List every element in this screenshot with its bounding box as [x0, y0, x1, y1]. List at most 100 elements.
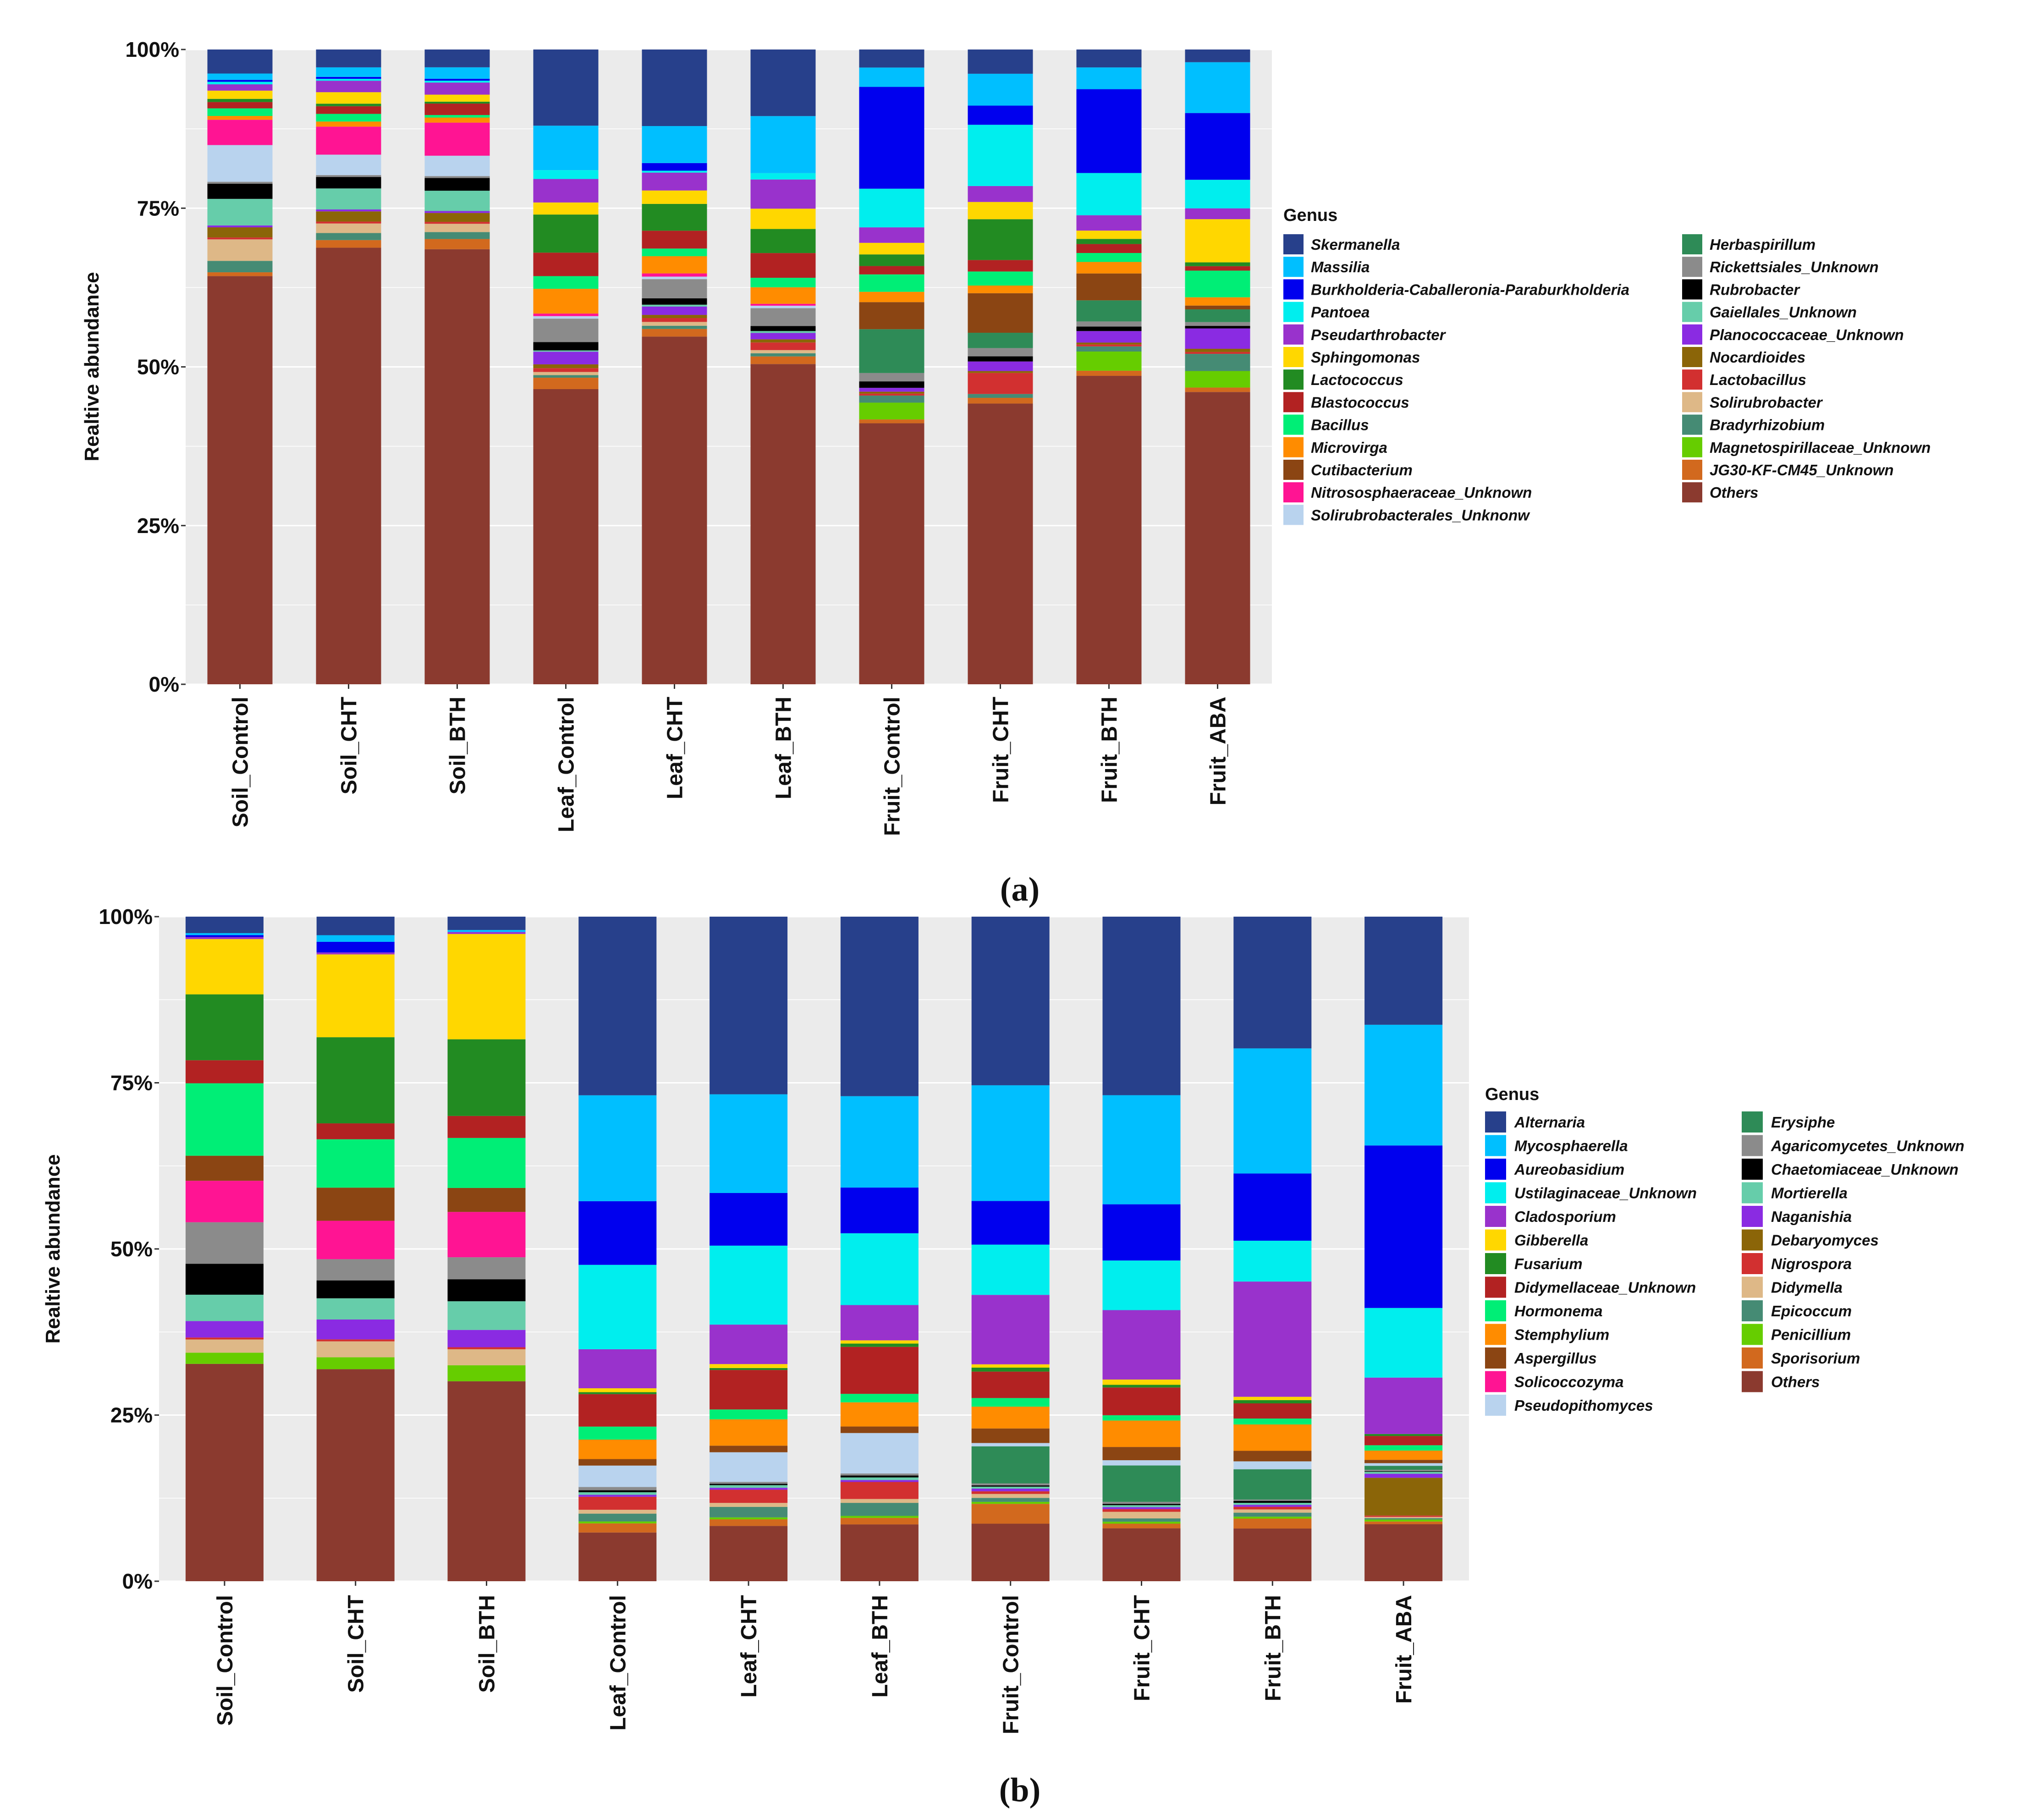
legend-swatch-planococcaceae-unknown	[1682, 324, 1702, 345]
bar-segment-fruit-cht-sphingomonas	[968, 202, 1033, 220]
bar-segment-fruit-cht-pseudopithomyces	[1102, 1460, 1181, 1466]
bar-segment-fruit-control-cladosporium	[971, 1295, 1050, 1364]
bar-segment-leaf-control-nitrososphaeraceae-unknown	[533, 313, 599, 316]
bar-segment-leaf-bth-pseudarthrobacter	[750, 179, 816, 209]
bar-segment-soil-cht-others	[316, 1369, 395, 1581]
bar-segment-leaf-control-bradyrhizobium	[533, 375, 599, 378]
bar-segment-leaf-control-sphingomonas	[533, 202, 599, 215]
bar-segment-fruit-bth-bacillus	[1076, 253, 1142, 262]
panel-a-label: (a)	[1000, 871, 1040, 908]
bar-segment-leaf-cht-naganishia	[710, 1488, 788, 1490]
bar-segment-fruit-bth-pseudarthrobacter	[1076, 215, 1142, 231]
panel-a-legend: Skermanella Massilia Burkholderia-Caballer…	[1283, 234, 1931, 525]
bar-segment-leaf-cht-nocardioides	[642, 315, 707, 319]
bar-segment-soil-control-burkholderia-caballeronia-paraburkholderia	[207, 80, 273, 82]
bar-segment-soil-control-solicoccozyma	[185, 1181, 264, 1222]
legend-swatch-others	[1682, 482, 1702, 503]
bar-segment-fruit-cht-others	[968, 403, 1033, 684]
bar-segment-fruit-control-mortierella	[971, 1486, 1050, 1489]
bar-segment-leaf-cht-stemphylium	[710, 1419, 788, 1446]
panel-a-y-tick-label: 100%	[125, 38, 179, 61]
panel-b-y-axis-title: Realtive abundance	[42, 1154, 64, 1343]
bar-segment-leaf-cht-alternaria	[710, 917, 788, 1094]
bar-segment-fruit-bth-blastococcus	[1076, 244, 1142, 253]
legend-label-solicoccozyma: Solicoccozyma	[1514, 1374, 1623, 1391]
bar-segment-fruit-control-alternaria	[971, 917, 1050, 1085]
bar-segment-soil-control-pantoea	[207, 82, 273, 84]
legend-swatch-burkholderia-caballeronia-paraburkholderia	[1283, 279, 1304, 300]
bar-segment-leaf-bth-rickettsiales-unknown	[750, 308, 816, 326]
bar-segment-fruit-control-burkholderia-caballeronia-paraburkholderia	[859, 87, 924, 189]
legend-swatch-massilia	[1283, 257, 1304, 277]
legend-label-gibberella: Gibberella	[1514, 1232, 1588, 1249]
panel-a-x-tick-label: Soil_BTH	[446, 697, 470, 794]
bar-segment-fruit-aba-massilia	[1185, 62, 1250, 113]
panel-b-x-tick-label: Soil_CHT	[344, 1595, 369, 1693]
bar-segment-leaf-control-bacillus	[533, 276, 599, 289]
bar-segment-fruit-control-aureobasidium	[971, 1201, 1050, 1245]
legend-label-bradyrhizobium: Bradyrhizobium	[1710, 417, 1825, 434]
legend-swatch-nitrososphaeraceae-unknown	[1283, 482, 1304, 503]
panel-a-y-ticks: 0% 25% 50% 75% 100%	[125, 38, 186, 696]
legend-label-mortierella: Mortierella	[1771, 1185, 1848, 1202]
bar-segment-leaf-bth-others	[840, 1524, 919, 1581]
legend-label-stemphylium: Stemphylium	[1514, 1326, 1609, 1343]
bar-segment-fruit-control-stemphylium	[971, 1407, 1050, 1429]
legend-swatch-agaricomycetes-unknown	[1742, 1135, 1763, 1156]
bar-segment-leaf-cht-fusarium	[710, 1368, 788, 1370]
bar-segment-soil-control-bradyrhizobium	[207, 261, 273, 273]
bar-segment-soil-bth-didymellaceae-unknown	[447, 1116, 526, 1138]
bar-segment-fruit-bth-pantoea	[1076, 173, 1142, 215]
panel-b-y-tick-label: 100%	[99, 905, 153, 929]
bar-segment-soil-bth-others	[447, 1381, 526, 1581]
bar-segment-leaf-control-rubrobacter	[533, 342, 599, 351]
bar-segment-leaf-bth-cladosporium	[840, 1305, 919, 1341]
bar-segment-fruit-cht-cladosporium	[1102, 1310, 1181, 1380]
panel-b-y-tick-label: 50%	[110, 1237, 153, 1261]
legend-label-gaiellales-unknown: Gaiellales_Unknown	[1710, 304, 1857, 321]
bar-segment-fruit-bth-microvirga	[1076, 262, 1142, 274]
bar-segment-soil-control-rickettsiales-unknown	[207, 181, 273, 184]
bar-segment-soil-control-massilia	[207, 73, 273, 80]
bar-segment-leaf-cht-pantoea	[642, 170, 707, 173]
bar-segment-soil-bth-nocardioides	[424, 213, 490, 222]
bar-segment-fruit-aba-magnetospirillaceae-unknown	[1185, 371, 1250, 388]
bar-segment-soil-bth-bacillus	[424, 115, 490, 118]
bar-segment-fruit-control-lactococcus	[859, 254, 924, 266]
legend-label-epicoccum: Epicoccum	[1771, 1303, 1852, 1320]
bar-segment-leaf-control-didymellaceae-unknown	[578, 1394, 657, 1427]
bar-segment-leaf-control-nocardioides	[533, 364, 599, 368]
bar-segment-leaf-bth-microvirga	[750, 287, 816, 304]
bar-segment-soil-control-alternaria	[185, 917, 264, 933]
bar-segment-soil-cht-cladosporium	[316, 952, 395, 955]
bar-segment-fruit-control-bradyrhizobium	[859, 396, 924, 403]
bar-segment-leaf-bth-mortierella	[840, 1477, 919, 1480]
bar-segment-fruit-cht-erysiphe	[1102, 1465, 1181, 1502]
bar-segment-fruit-bth-rubrobacter	[1076, 326, 1142, 331]
legend-label-pseudarthrobacter: Pseudarthrobacter	[1311, 326, 1447, 343]
bar-segment-fruit-control-fusarium	[971, 1367, 1050, 1372]
bar-segment-leaf-cht-agaricomycetes-unknown	[710, 1482, 788, 1484]
bar-segment-leaf-bth-agaricomycetes-unknown	[840, 1473, 919, 1476]
bar-segment-soil-cht-gibberella	[316, 954, 395, 1038]
bar-segment-soil-bth-naganishia	[447, 1330, 526, 1347]
bar-segment-leaf-control-naganishia	[578, 1495, 657, 1497]
legend-swatch-didymella	[1742, 1276, 1763, 1298]
bar-segment-soil-cht-didymella	[316, 1341, 395, 1358]
legend-label-fusarium: Fusarium	[1514, 1255, 1583, 1272]
panel-a-x-tick-label: Soil_CHT	[337, 697, 362, 794]
bar-segment-soil-cht-others	[316, 247, 381, 684]
bar-segment-soil-bth-solirubrobacterales-unknonw	[424, 155, 490, 176]
panel-b-x-tick-label: Soil_Control	[213, 1595, 237, 1726]
bar-segment-fruit-control-erysiphe	[971, 1446, 1050, 1484]
bar-segment-leaf-bth-lactobacillus	[750, 342, 816, 350]
bar-segment-soil-bth-skermanella	[424, 49, 490, 67]
bar-segment-fruit-aba-others	[1185, 392, 1250, 684]
bar-segment-soil-cht-pseudarthrobacter	[316, 81, 381, 93]
bar-segment-fruit-bth-erysiphe	[1233, 1469, 1312, 1500]
bar-segment-fruit-control-herbaspirillum	[859, 329, 924, 373]
bar-segment-soil-control-penicillium	[185, 1353, 264, 1364]
bar-segment-soil-cht-rubrobacter	[316, 177, 381, 189]
bar-segment-fruit-cht-nigrospora	[1102, 1509, 1181, 1512]
